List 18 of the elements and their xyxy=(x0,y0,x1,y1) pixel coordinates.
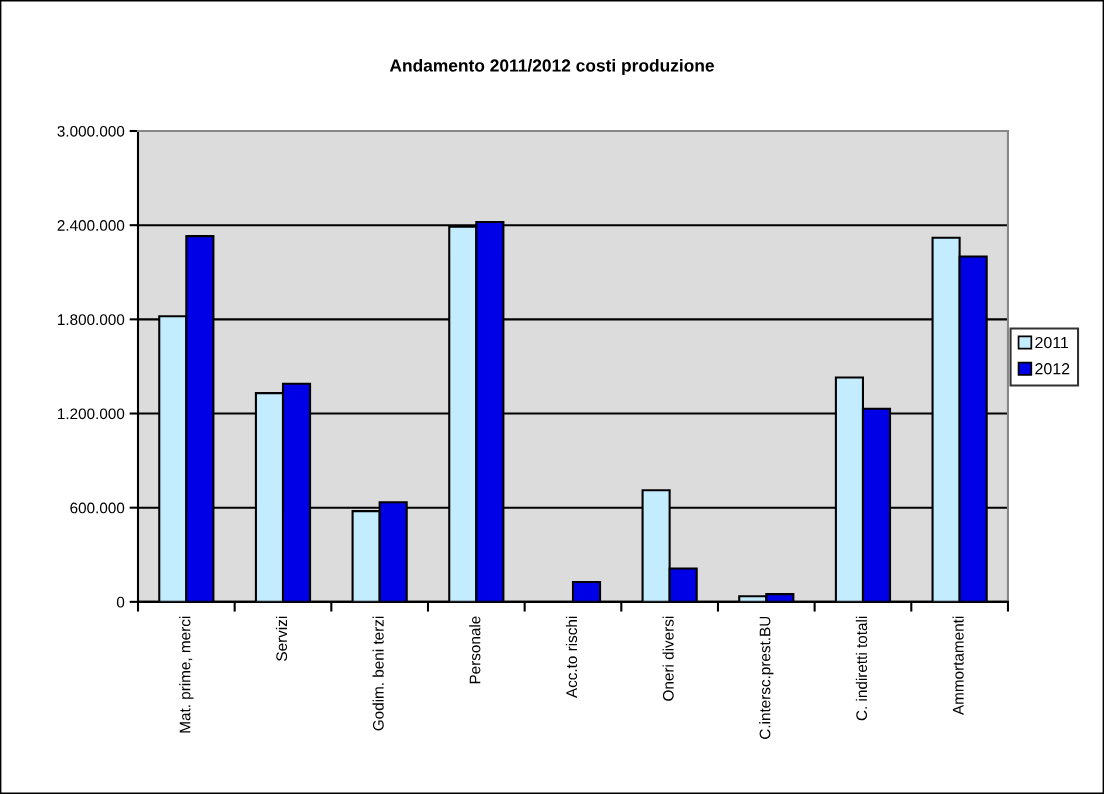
x-tick-label: Acc.to rischi xyxy=(565,616,578,699)
y-tick-label: 1.800.000 xyxy=(58,314,125,326)
y-tick-label: 0 xyxy=(116,596,125,608)
y-tick-label: 1.200.000 xyxy=(58,408,125,420)
y-tick-label: 600.000 xyxy=(70,502,125,514)
chart-title: Andamento 2011/2012 costi produzione xyxy=(389,58,714,76)
y-tick-label: 2.400.000 xyxy=(57,220,125,231)
x-tick-label: Servizi xyxy=(275,616,288,661)
x-tick-label: C. indiretti totali xyxy=(855,616,868,721)
x-tick-label: Godim. beni terzi xyxy=(372,616,384,731)
x-tick-label: C.intersc.prest.BU xyxy=(759,616,774,739)
legend-label: 2012 xyxy=(1035,363,1070,375)
x-tick-label: Oneri diversi xyxy=(662,616,674,701)
x-tick-label: Personale xyxy=(469,616,481,684)
y-tick-label: 3.000.000 xyxy=(57,125,125,137)
x-tick-label: Ammortamenti xyxy=(952,616,964,716)
x-tick-label: Mat. prime, merci xyxy=(179,616,194,733)
legend-label: 2011 xyxy=(1035,336,1069,349)
